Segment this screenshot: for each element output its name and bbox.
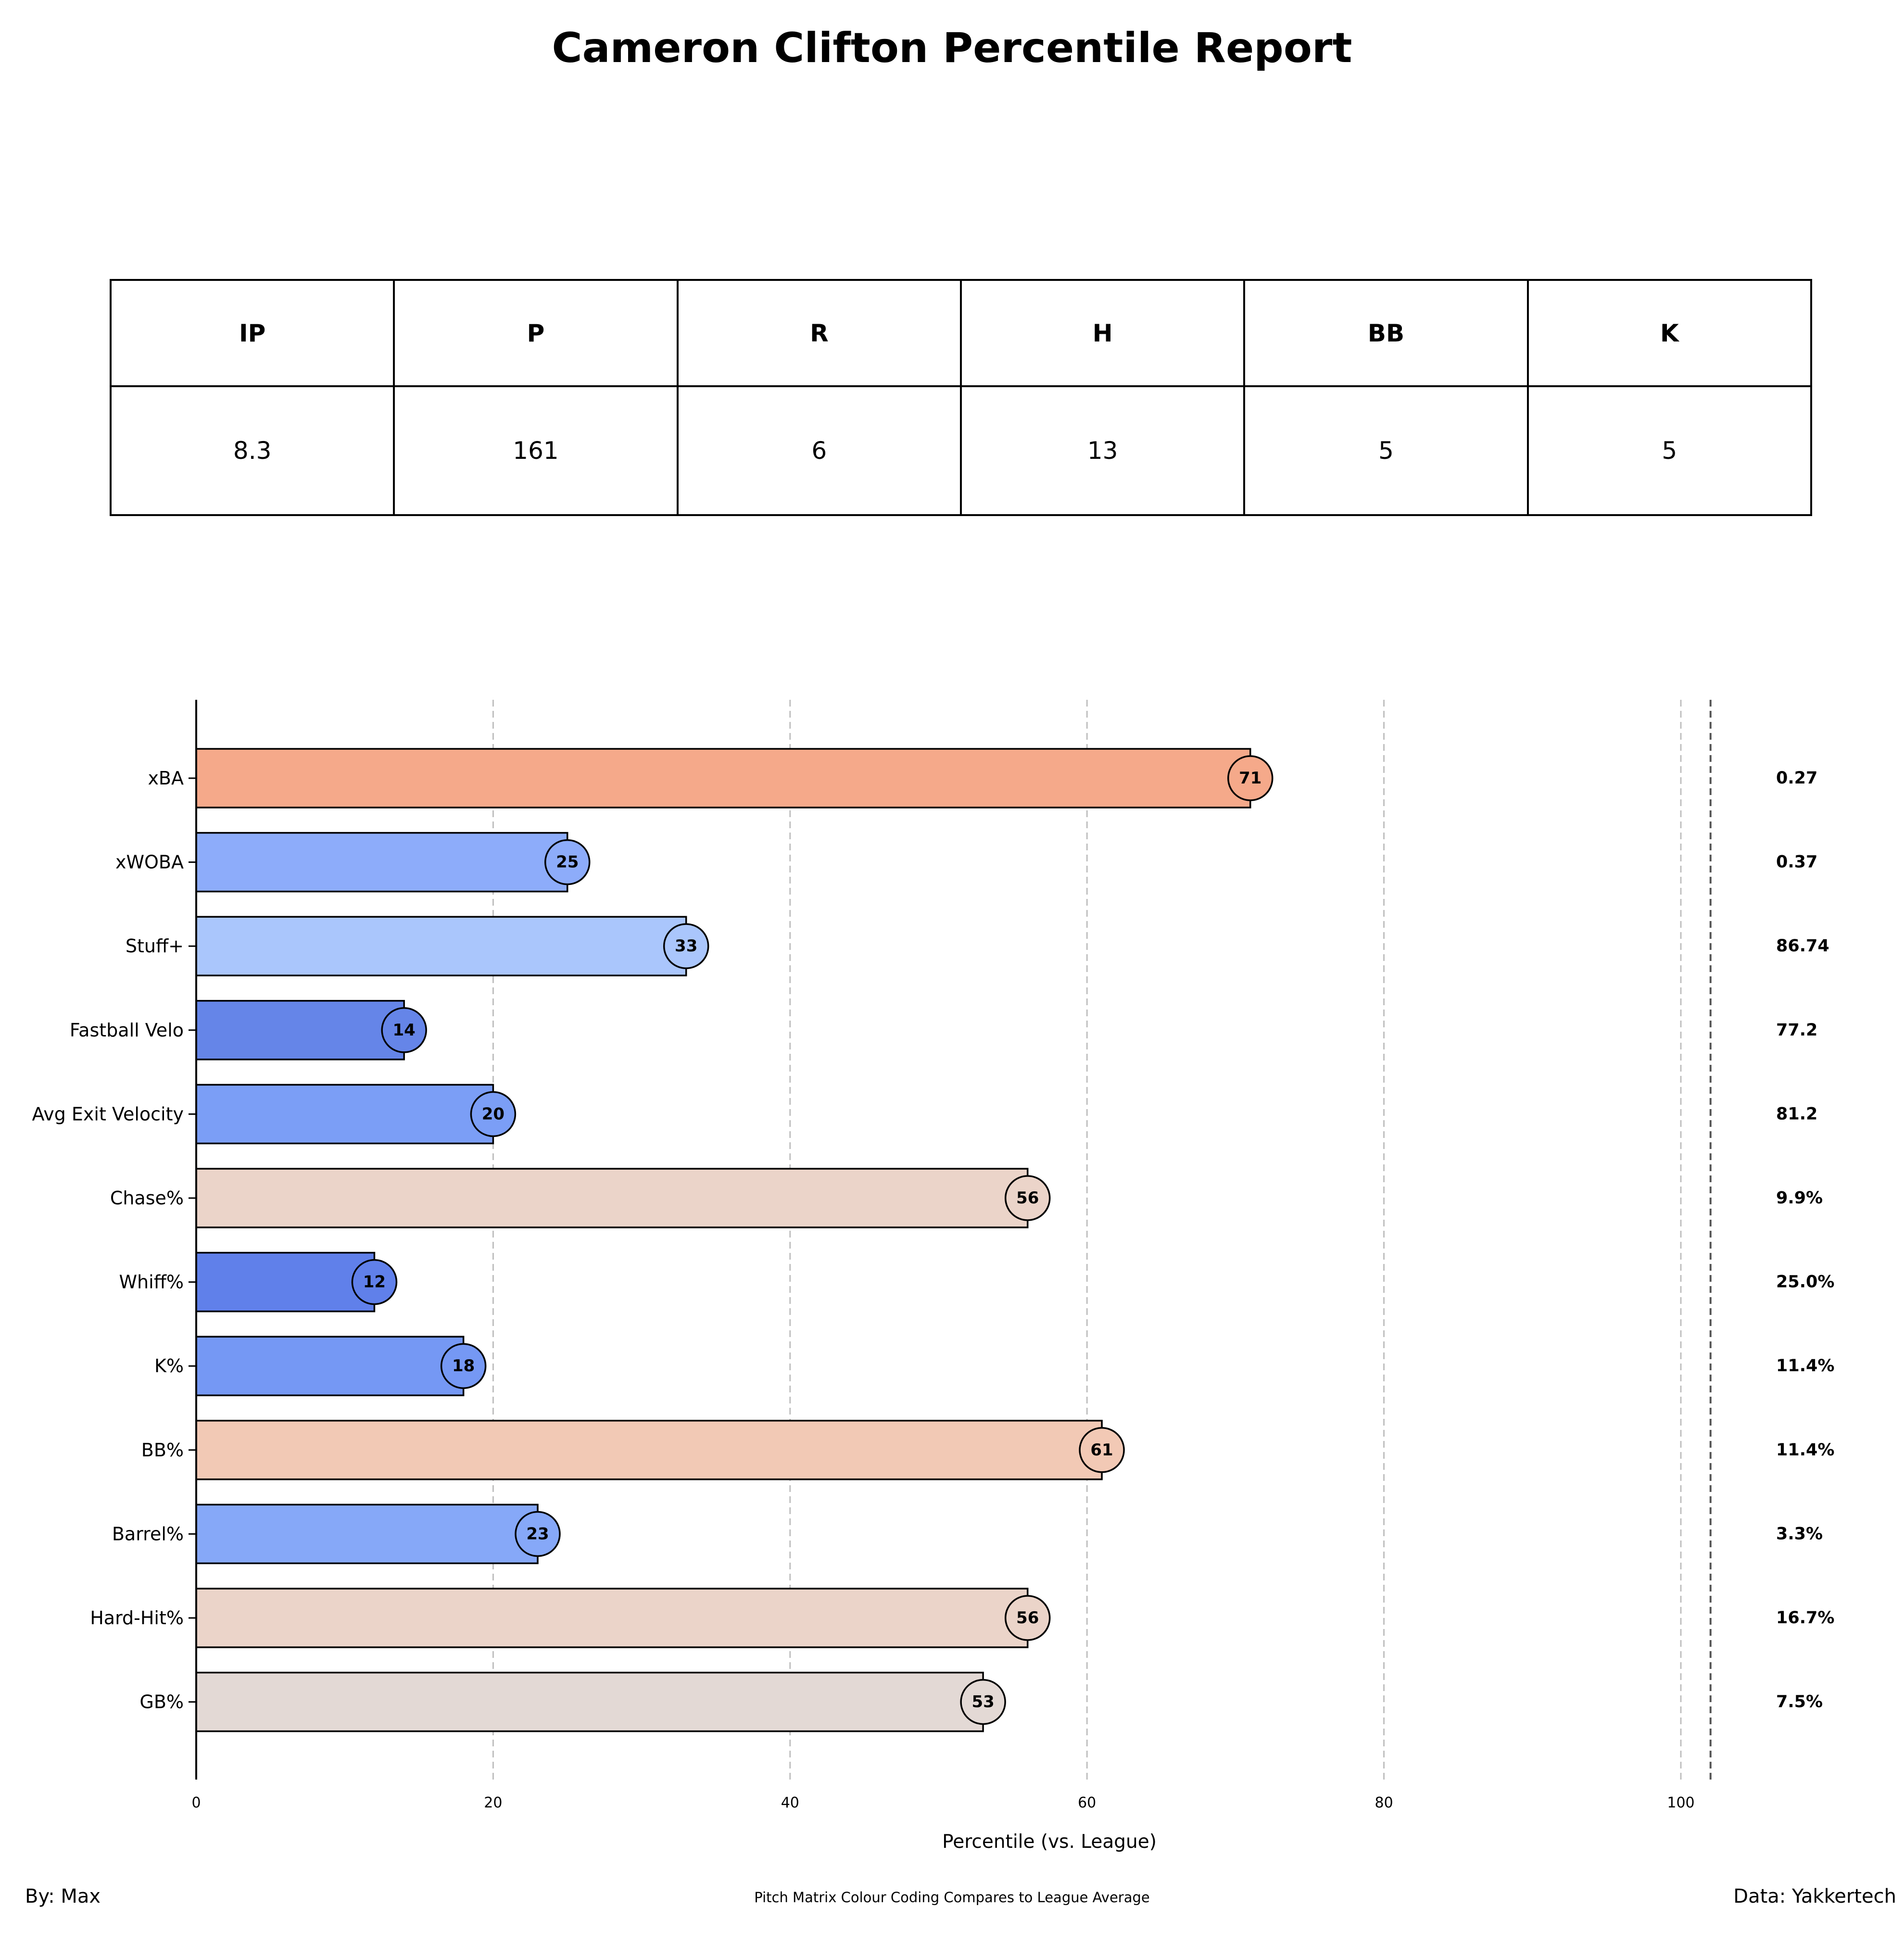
bar-percentile-label: 71 <box>1239 769 1261 788</box>
bar-percentile-label: 12 <box>363 1273 386 1292</box>
stats-value-cell: 8.3 <box>109 385 395 516</box>
x-tick-label: 20 <box>484 1794 502 1811</box>
footer-note: Pitch Matrix Colour Coding Compares to L… <box>754 1889 1150 1906</box>
stat-value-label: 0.37 <box>1776 853 1817 872</box>
bar <box>195 1000 405 1061</box>
bar <box>195 832 568 893</box>
bar-end-marker <box>960 1679 1006 1725</box>
stat-value-label: 7.5% <box>1776 1692 1823 1712</box>
x-tick-label: 80 <box>1375 1794 1393 1811</box>
y-tick-label: xWOBA <box>115 852 184 873</box>
stats-value-cell: 161 <box>393 385 679 516</box>
bar <box>195 1671 984 1732</box>
bar <box>195 1336 465 1396</box>
bar-end-marker <box>440 1343 487 1389</box>
y-tick-label: xBA <box>148 768 184 789</box>
bar <box>195 1251 376 1313</box>
stats-header-row: IP P R H BB K <box>109 279 1813 387</box>
bar <box>195 1084 494 1145</box>
bar-end-marker <box>1004 1175 1051 1221</box>
x-tick-label: 0 <box>191 1794 201 1811</box>
x-tick-label: 60 <box>1078 1794 1096 1811</box>
bar <box>195 1503 539 1565</box>
stat-value-label: 11.4% <box>1776 1440 1834 1460</box>
y-tick-label: Avg Exit Velocity <box>32 1103 184 1124</box>
x-tick-label: 40 <box>781 1794 799 1811</box>
bar-percentile-label: 18 <box>452 1356 475 1376</box>
stat-value-label: 3.3% <box>1776 1524 1823 1543</box>
stats-header-cell: P <box>393 279 679 387</box>
stats-table: IP P R H BB K 8.3 161 6 13 5 5 <box>109 279 1813 516</box>
stat-value-label: 25.0% <box>1776 1273 1834 1292</box>
chart-title: Cameron Clifton Percentile Report <box>552 24 1352 72</box>
x-tick-label: 100 <box>1667 1794 1694 1811</box>
bar-end-marker <box>663 923 709 969</box>
y-tick-label: K% <box>154 1355 184 1377</box>
stat-value-label: 81.2 <box>1776 1104 1817 1124</box>
stat-value-label: 0.27 <box>1776 769 1817 788</box>
bar-percentile-label: 23 <box>526 1524 549 1543</box>
stats-header-cell: R <box>676 279 962 387</box>
bar-percentile-label: 20 <box>482 1104 504 1124</box>
y-tick-label: Hard-Hit% <box>90 1607 184 1629</box>
bar <box>195 1588 1029 1648</box>
bar <box>195 916 687 976</box>
bar-end-marker <box>544 839 591 885</box>
stat-value-label: 11.4% <box>1776 1356 1834 1376</box>
bar-end-marker <box>1227 755 1274 801</box>
bar-percentile-label: 56 <box>1016 1608 1039 1628</box>
y-tick-label: Whiff% <box>119 1272 184 1293</box>
x-axis-label: Percentile (vs. League) <box>942 1831 1157 1853</box>
stats-value-cell: 13 <box>959 385 1246 516</box>
stats-header-cell: IP <box>109 279 395 387</box>
y-tick-label: Chase% <box>110 1187 184 1209</box>
bar-percentile-label: 56 <box>1016 1188 1039 1208</box>
stat-value-label: 86.74 <box>1776 936 1829 956</box>
bar <box>195 1420 1103 1480</box>
stats-value-row: 8.3 161 6 13 5 5 <box>109 385 1813 516</box>
bar-end-marker <box>381 1007 427 1053</box>
footer-source: Data: Yakkertech <box>1733 1885 1896 1907</box>
stats-header-cell: H <box>959 279 1246 387</box>
bar-percentile-label: 61 <box>1090 1440 1113 1460</box>
y-tick-label: Fastball Velo <box>70 1020 184 1041</box>
bar-end-marker <box>351 1259 398 1305</box>
stats-header-cell: BB <box>1243 279 1529 387</box>
bar-percentile-label: 14 <box>393 1021 416 1040</box>
bar-percentile-label: 25 <box>556 853 579 872</box>
stat-value-label: 9.9% <box>1776 1188 1823 1208</box>
bar <box>195 1168 1029 1228</box>
stats-header-cell: K <box>1526 279 1813 387</box>
bar-end-marker <box>1004 1595 1051 1641</box>
stats-value-cell: 5 <box>1243 385 1529 516</box>
y-tick-label: Stuff+ <box>126 935 184 957</box>
bar-percentile-label: 33 <box>675 936 697 956</box>
bar-end-marker <box>470 1091 517 1137</box>
y-tick-label: Barrel% <box>112 1523 184 1544</box>
y-tick-label: GB% <box>139 1692 184 1713</box>
bar-percentile-label: 53 <box>971 1692 994 1712</box>
bar-end-marker <box>1079 1427 1125 1473</box>
stat-value-label: 16.7% <box>1776 1608 1834 1628</box>
stats-value-cell: 6 <box>676 385 962 516</box>
footer-author: By: Max <box>25 1885 101 1907</box>
stat-value-label: 77.2 <box>1776 1021 1817 1040</box>
stats-value-cell: 5 <box>1526 385 1813 516</box>
bar <box>195 748 1251 808</box>
y-tick-label: BB% <box>141 1440 184 1461</box>
bar-end-marker <box>515 1511 561 1557</box>
